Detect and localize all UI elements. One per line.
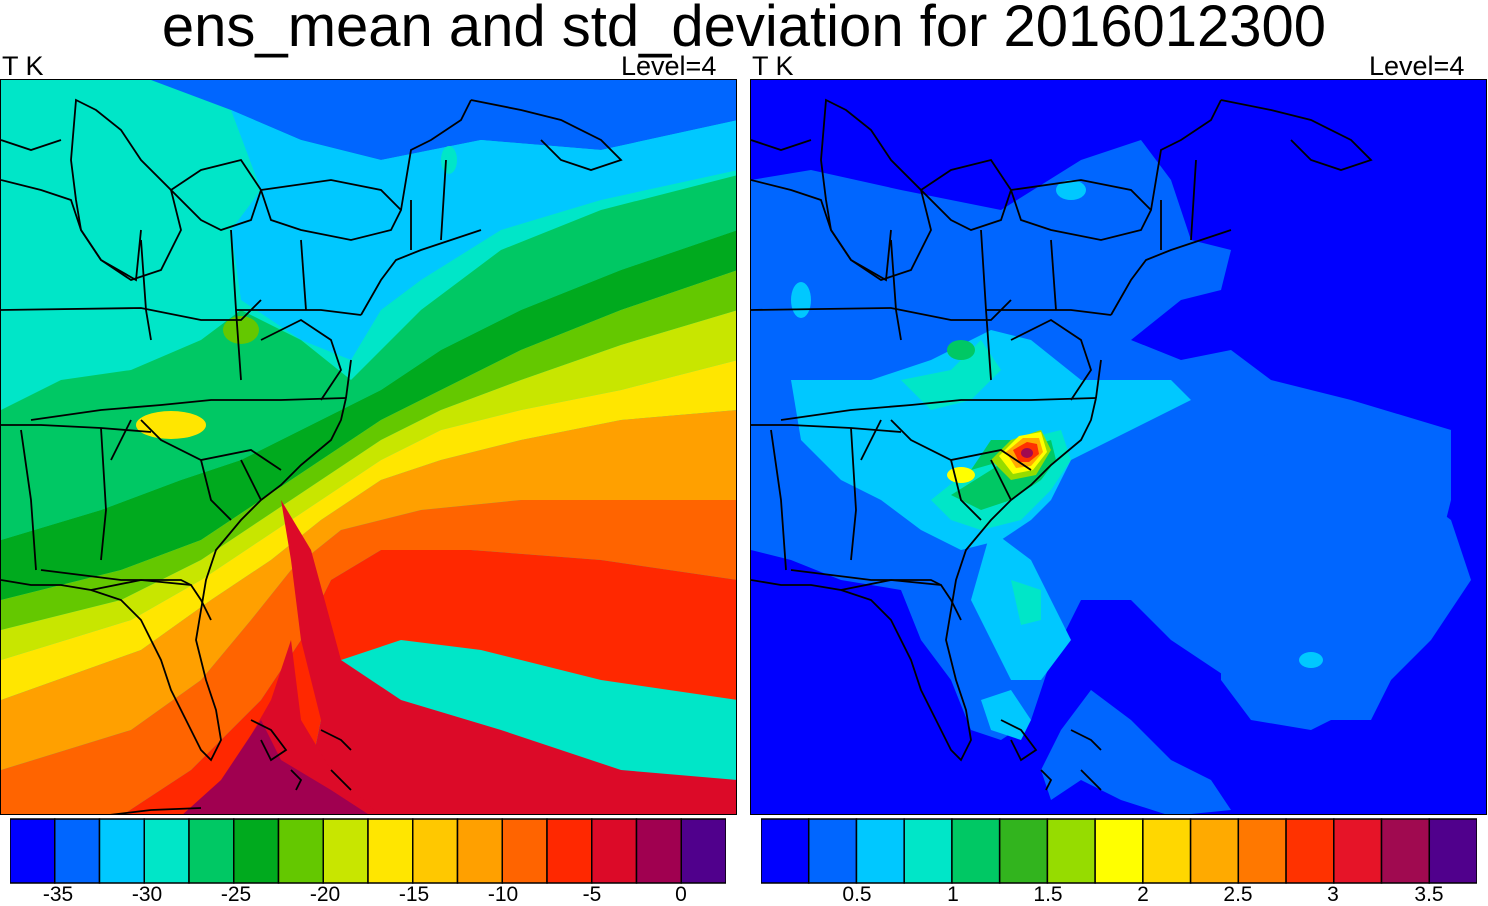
colorbar-swatch (1333, 818, 1383, 884)
colorbar-tick-label: -20 (309, 883, 341, 906)
colorbar-swatch (188, 818, 235, 884)
colorbar-tick-label: 0 (675, 883, 687, 906)
left-level-label: Level=4 (621, 51, 717, 81)
colorbar-swatch (591, 818, 638, 884)
left-colorbar (9, 818, 727, 884)
colorbar-swatch (635, 818, 682, 884)
colorbar-swatch (951, 818, 1001, 884)
colorbar-tick-label: -5 (582, 883, 602, 906)
colorbar-tick-label: -25 (220, 883, 252, 906)
colorbar-swatch (1428, 818, 1478, 884)
colorbar-swatch (1094, 818, 1144, 884)
colorbar-swatch (680, 818, 727, 884)
colorbar-swatch (98, 818, 145, 884)
colorbar-swatch (807, 818, 858, 884)
colorbar-swatch (1046, 818, 1096, 884)
colorbar-tick-label: -35 (42, 883, 74, 906)
colorbar-tick-label: 3 (1327, 883, 1339, 906)
colorbar-tick-label: 3.5 (1414, 883, 1444, 906)
colorbar-swatch (760, 818, 810, 884)
colorbar-tick-label: 0.5 (842, 883, 872, 906)
colorbar-tick-label: 2.5 (1223, 883, 1253, 906)
colorbar-tick-label: 1.5 (1033, 883, 1063, 906)
right-variable-label: T K (752, 51, 794, 81)
colorbar-swatch (998, 818, 1049, 884)
colorbar-swatch (456, 818, 503, 884)
colorbar-swatch (322, 818, 369, 884)
right-colorbar (760, 818, 1478, 884)
colorbar-swatch (54, 818, 101, 884)
left-variable-label: T K (2, 51, 44, 81)
colorbar-swatch (277, 818, 324, 884)
colorbar-swatch (855, 818, 905, 884)
colorbar-swatch (903, 818, 953, 884)
colorbar-swatch (1237, 818, 1287, 884)
colorbar-swatch (367, 818, 414, 884)
right-level-label: Level=4 (1369, 51, 1465, 81)
right-colorbar-ticks: 0.5 1 1.5 2 2.5 3 3.5 (761, 884, 1477, 906)
std-deviation-map (750, 79, 1487, 815)
colorbar-swatch (1189, 818, 1240, 884)
colorbar-swatch (9, 818, 56, 884)
colorbar-tick-label: -30 (131, 883, 163, 906)
colorbar-swatch (1285, 818, 1335, 884)
left-colorbar-ticks: -35 -30 -25 -20 -15 -10 -5 0 (10, 884, 726, 906)
ensemble-mean-map (0, 79, 737, 815)
colorbar-swatch (143, 818, 190, 884)
colorbar-swatch (546, 818, 593, 884)
colorbar-tick-label: 2 (1137, 883, 1149, 906)
colorbar-tick-label: 1 (947, 883, 959, 906)
colorbar-tick-label: -10 (487, 883, 519, 906)
colorbar-swatch (1142, 818, 1192, 884)
colorbar-swatch (1380, 818, 1431, 884)
colorbar-tick-label: -15 (398, 883, 430, 906)
colorbar-swatch (412, 818, 459, 884)
colorbar-swatch (501, 818, 548, 884)
colorbar-swatch (233, 818, 280, 884)
figure-title: ens_mean and std_deviation for 201601230… (161, 0, 1327, 59)
